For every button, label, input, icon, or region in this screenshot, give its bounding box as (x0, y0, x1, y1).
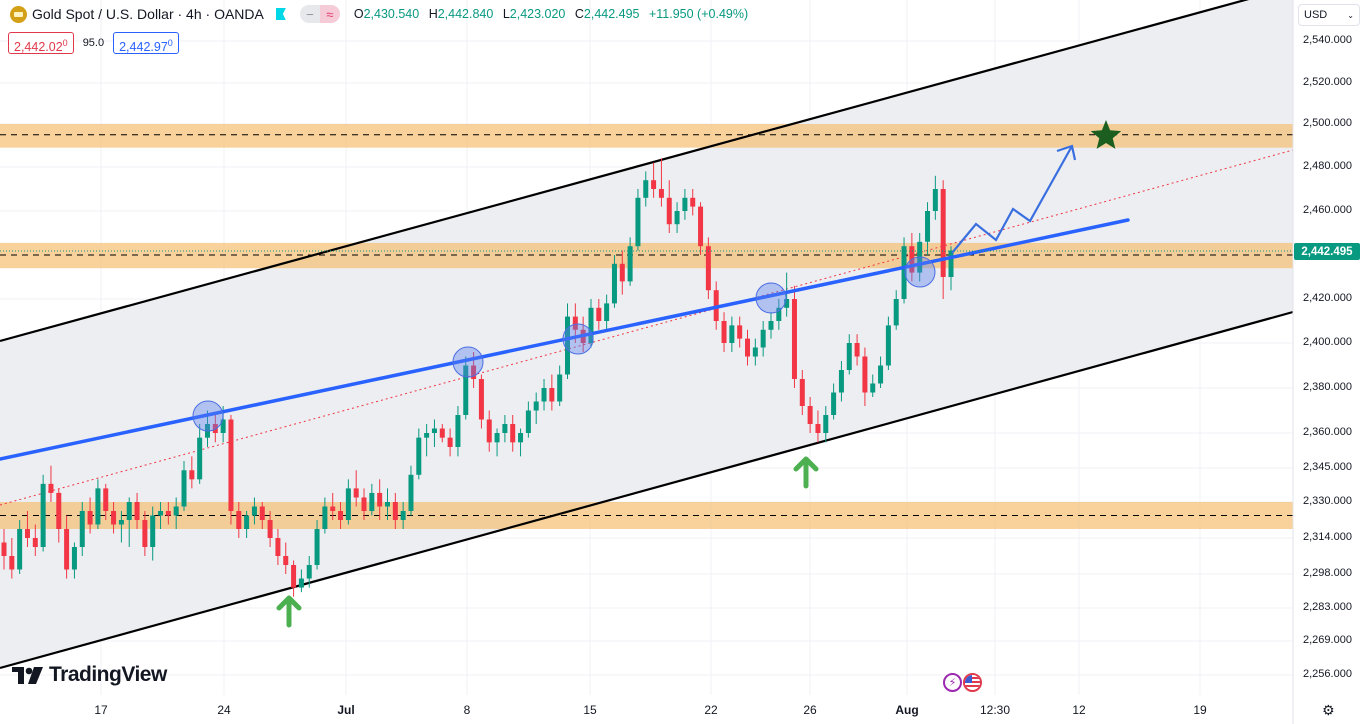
price-tick-label: 2,345.000 (1303, 461, 1352, 473)
settings-icon[interactable]: ⚙ (1322, 702, 1335, 718)
approx-icon[interactable]: ≈ (319, 5, 340, 23)
touch-circle (192, 400, 224, 432)
price-tick-label: 2,269.000 (1303, 634, 1352, 646)
channel-fill (0, 0, 1293, 668)
time-tick-label: 22 (704, 703, 718, 717)
touch-circle (755, 282, 787, 314)
time-tick-label: Aug (895, 703, 919, 717)
tradingview-logo-icon (12, 666, 43, 684)
currency-select[interactable]: USD ⌄ (1298, 4, 1360, 26)
time-tick-label: 19 (1193, 703, 1207, 717)
tradingview-logo[interactable]: TradingView (12, 663, 167, 687)
chart-legend: Gold Spot / U.S. Dollar · 4h · OANDA − ≈… (10, 5, 748, 23)
projection-path[interactable] (951, 145, 1073, 254)
price-tick-label: 2,480.000 (1303, 160, 1352, 172)
buy-button[interactable]: 2,442.970 (113, 32, 179, 54)
flag-icon[interactable] (275, 8, 286, 20)
price-tick-label: 2,540.000 (1303, 34, 1352, 46)
resistance-zone[interactable] (0, 124, 1293, 148)
open-value: 2,430.540 (363, 7, 420, 21)
touch-circles (192, 256, 936, 432)
price-tick-label: 2,520.000 (1303, 76, 1352, 88)
price-tick-label: 2,256.000 (1303, 668, 1352, 680)
us-flag-icon[interactable] (963, 673, 982, 692)
high-value: 2,442.840 (437, 7, 494, 21)
price-tick-label: 2,460.000 (1303, 204, 1352, 216)
price-zones (0, 124, 1293, 529)
price-tick-label: 2,380.000 (1303, 381, 1352, 393)
time-tick-label: 15 (583, 703, 597, 717)
price-tick-label: 2,360.000 (1303, 426, 1352, 438)
quote-panel: 2,442.020 95.0 2,442.970 (8, 32, 179, 54)
close-value: 2,442.495 (583, 7, 640, 21)
symbol-title[interactable]: Gold Spot / U.S. Dollar · 4h · OANDA (32, 6, 264, 22)
arrowhead (1056, 144, 1077, 161)
gold-bars-icon (10, 5, 27, 23)
indicator-pill[interactable]: − ≈ (299, 5, 340, 23)
price-tick-label: 2,314.000 (1303, 531, 1352, 543)
spread-value: 95.0 (82, 37, 105, 49)
blue-trendline[interactable] (0, 218, 1130, 461)
sell-button[interactable]: 2,442.020 (8, 32, 74, 54)
channel-upper-line[interactable] (0, 0, 1293, 343)
price-tick-label: 2,330.000 (1303, 495, 1352, 507)
change-value: +11.950 (+0.49%) (648, 7, 749, 21)
time-tick-label: 24 (217, 703, 231, 717)
touch-circle (452, 346, 484, 378)
pivot-zone[interactable] (0, 242, 1293, 269)
candlesticks (1, 158, 954, 597)
lightning-icon[interactable]: ⚡︎ (943, 673, 962, 692)
target-star-icon (1090, 120, 1122, 149)
low-value: 2,423.020 (509, 7, 566, 21)
arrow-up-icon (276, 595, 302, 628)
time-tick-label: 12 (1072, 703, 1086, 717)
channel-lower-line[interactable] (0, 310, 1294, 670)
dotted-midline[interactable] (0, 149, 1294, 506)
chevron-down-icon: ⌄ (1347, 10, 1354, 20)
price-tick-label: 2,298.000 (1303, 567, 1352, 579)
minus-icon[interactable]: − (299, 5, 320, 23)
support-zone[interactable] (0, 502, 1293, 529)
time-tick-label: 8 (463, 703, 471, 717)
up-arrow-icons (276, 456, 819, 628)
time-tick-label: 12:30 (979, 703, 1011, 717)
price-tick-label: 2,500.000 (1303, 117, 1352, 129)
price-tick-label: 2,420.000 (1303, 292, 1352, 304)
arrow-up-icon (793, 456, 819, 489)
touch-circle (562, 323, 594, 355)
touch-circle (904, 256, 936, 288)
time-tick-label: 26 (803, 703, 817, 717)
time-tick-label: 17 (94, 703, 108, 717)
price-tick-label: 2,283.000 (1303, 601, 1352, 613)
ohlc-values: O2,430.540 H2,442.840 L2,423.020 C2,442.… (353, 7, 749, 21)
price-tick-label: 2,400.000 (1303, 336, 1352, 348)
last-price-label: 2,442.495 (1294, 243, 1360, 260)
time-tick-label: Jul (337, 703, 355, 717)
